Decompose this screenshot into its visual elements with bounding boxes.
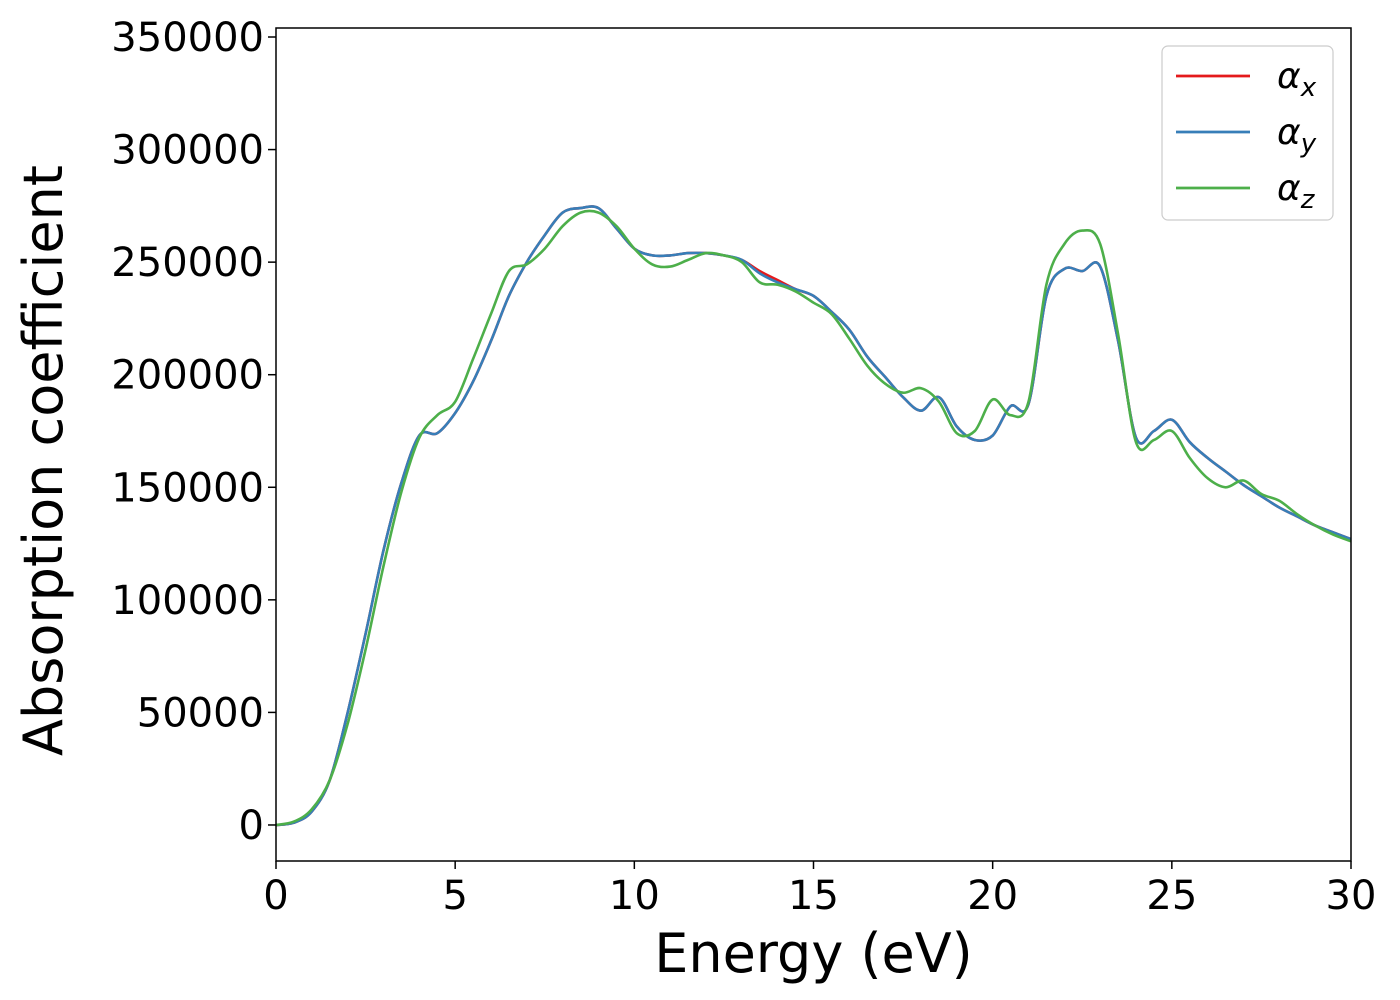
x-tick-label: 25 [1146, 873, 1197, 919]
x-tick-label: 30 [1326, 873, 1377, 919]
x-tick-label: 0 [263, 873, 288, 919]
legend-label-z: αz [1277, 168, 1316, 215]
y-tick-label: 0 [239, 803, 264, 849]
y-axis-label: Absorption coefficient [12, 165, 75, 756]
y-tick-label: 300000 [111, 128, 264, 174]
y-tick-label: 250000 [111, 240, 264, 286]
y-tick-label: 350000 [111, 15, 264, 61]
y-tick-label: 50000 [137, 690, 264, 736]
y-tick-label: 150000 [111, 465, 264, 511]
x-axis-label: Energy (eV) [654, 922, 973, 985]
y-tick-label: 100000 [111, 578, 264, 624]
legend-label-x: αx [1277, 56, 1317, 103]
series-line-x [276, 205, 1351, 827]
series-line-z [276, 209, 1351, 827]
x-tick-label: 5 [442, 873, 467, 919]
legend-label-y: αy [1277, 112, 1317, 159]
x-tick-label: 20 [967, 873, 1018, 919]
legend: αx αy αz [1161, 45, 1334, 221]
series-line-y [276, 205, 1351, 827]
series-layer [276, 205, 1351, 827]
x-tick-label: 15 [788, 873, 839, 919]
y-tick-label: 200000 [111, 353, 264, 399]
x-tick-label: 10 [609, 873, 660, 919]
x-axis-ticks: 0 5 10 15 20 25 30 [263, 861, 1376, 919]
y-axis-ticks: 0 50000 100000 150000 200000 250000 300000 3500… [111, 15, 276, 849]
